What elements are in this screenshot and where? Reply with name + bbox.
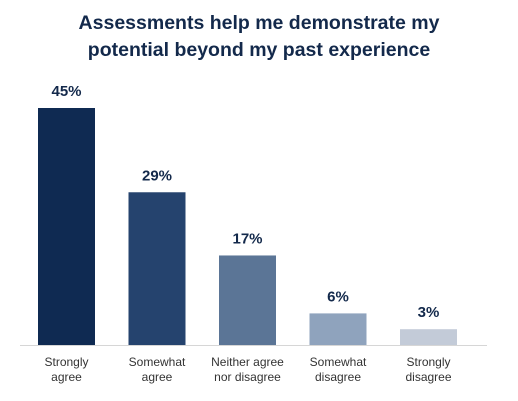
category-label-0-line-0: Strongly [44, 355, 88, 369]
chart-title: Assessments help me demonstrate my poten… [0, 10, 518, 64]
chart-title-line-1: Assessments help me demonstrate my [78, 12, 440, 34]
category-label-2-line-1: nor disagree [214, 370, 281, 384]
bar-0 [38, 108, 95, 345]
bar-1 [128, 192, 186, 345]
chart-title-line-2: potential beyond my past experience [87, 39, 431, 61]
category-label-3-line-0: Somewhat [310, 355, 367, 369]
category-label-0-line-1: agree [51, 370, 82, 384]
bar-3 [309, 313, 367, 345]
bar-value-label-4: 3% [418, 304, 440, 321]
bar-value-label-2: 17% [232, 230, 262, 247]
bar-value-label-1: 29% [142, 167, 172, 184]
bar-value-label-3: 6% [327, 288, 349, 305]
category-label-3-line-1: disagree [315, 370, 361, 384]
category-label-1-line-1: agree [142, 370, 173, 384]
bar-4 [400, 329, 457, 345]
category-label-2-line-0: Neither agree [211, 355, 284, 369]
category-label-4-line-1: disagree [405, 370, 451, 384]
category-label-4-line-0: Strongly [406, 355, 450, 369]
bar-2 [219, 255, 276, 345]
category-label-1-line-0: Somewhat [129, 355, 186, 369]
bar-value-label-0: 45% [51, 83, 81, 100]
